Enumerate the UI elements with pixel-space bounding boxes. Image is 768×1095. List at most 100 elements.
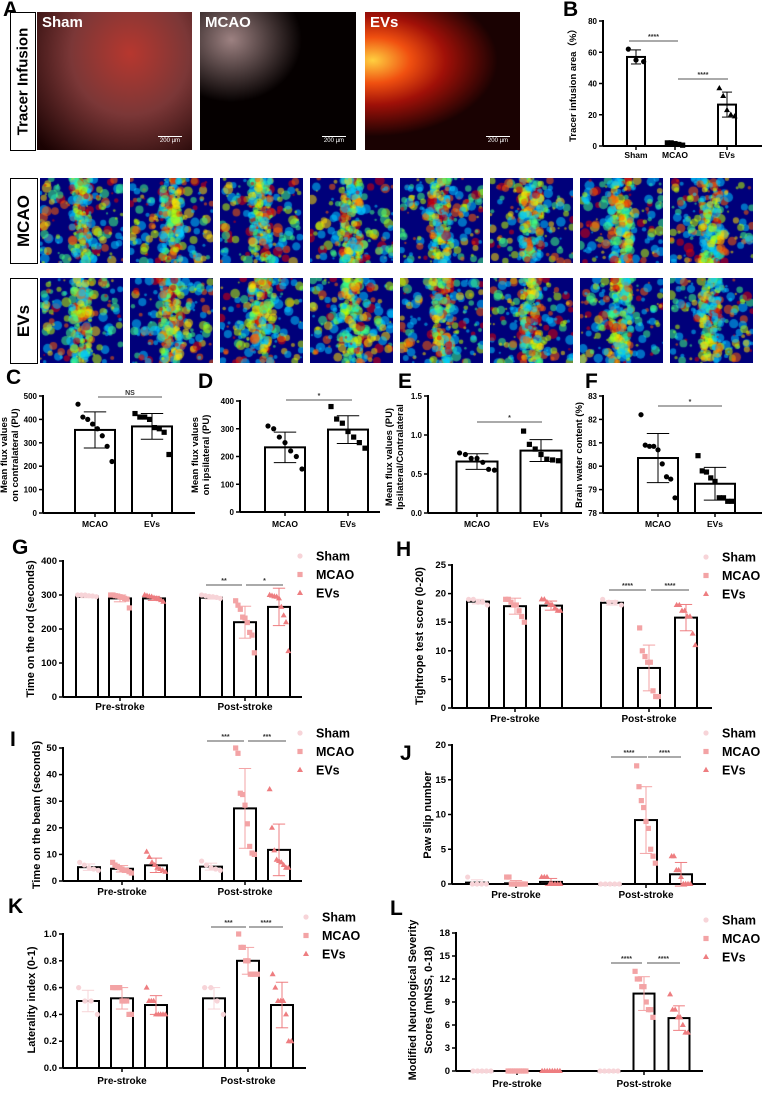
y-axis-label: Mean flux values bbox=[0, 417, 10, 493]
legend-label-mcao: MCAO bbox=[722, 569, 760, 583]
x-tick-label: Post-stroke bbox=[220, 1076, 275, 1087]
y-tick-label: 18 bbox=[439, 928, 450, 939]
data-point bbox=[720, 495, 727, 501]
y-tick-label: 0 bbox=[441, 879, 446, 890]
significance-label: **** bbox=[622, 583, 633, 590]
data-point bbox=[356, 440, 362, 446]
data-point bbox=[526, 441, 532, 447]
y-tick-label: 0 bbox=[445, 1066, 450, 1077]
significance-label: * bbox=[689, 399, 692, 406]
data-point bbox=[610, 1068, 617, 1074]
data-point bbox=[521, 619, 527, 625]
y-tick-label: 200 bbox=[221, 453, 235, 462]
data-point bbox=[328, 403, 334, 410]
x-tick-label: MCAO bbox=[645, 519, 671, 529]
legend-marker bbox=[297, 748, 303, 755]
data-point bbox=[687, 880, 694, 886]
panel-letter-c: C bbox=[6, 366, 22, 389]
bar bbox=[466, 600, 490, 709]
row-label-evs: EVs bbox=[10, 278, 38, 364]
x-tick-label: Pre-stroke bbox=[490, 714, 540, 725]
y-tick-label: 0.2 bbox=[44, 1036, 57, 1047]
legend-marker bbox=[297, 589, 303, 595]
significance-label: **** bbox=[261, 920, 272, 927]
data-point bbox=[552, 604, 559, 610]
y-tick-label: 100 bbox=[24, 486, 38, 495]
legend-label-mcao: MCAO bbox=[322, 929, 360, 943]
data-point bbox=[523, 1068, 529, 1074]
data-point bbox=[146, 416, 153, 422]
y-axis-label: Modified Neurological Severity bbox=[407, 919, 419, 1081]
data-point bbox=[513, 602, 519, 608]
data-point bbox=[466, 596, 472, 602]
bar bbox=[539, 604, 563, 709]
data-point bbox=[480, 459, 486, 465]
y-axis-label: Ipsilateral/Contralateral bbox=[395, 404, 406, 510]
data-point bbox=[271, 426, 277, 432]
x-tick-label: Sham bbox=[624, 150, 648, 160]
data-point bbox=[505, 596, 511, 602]
speckle-image-evs-6 bbox=[490, 278, 573, 363]
data-point bbox=[235, 602, 241, 608]
data-point bbox=[166, 451, 172, 458]
data-point bbox=[616, 881, 622, 887]
speckle-image-evs-2 bbox=[130, 278, 213, 363]
data-point bbox=[124, 998, 130, 1004]
legend-label-mcao: MCAO bbox=[722, 745, 760, 759]
y-axis-label: Time on the beam (seconds) bbox=[31, 740, 43, 889]
data-point bbox=[638, 798, 644, 804]
y-tick-label: 0 bbox=[593, 142, 598, 151]
y-tick-label: 3 bbox=[445, 1043, 450, 1054]
data-point bbox=[612, 881, 618, 887]
data-point bbox=[462, 451, 468, 458]
data-point bbox=[278, 859, 285, 865]
data-point bbox=[679, 1021, 686, 1027]
data-point bbox=[642, 653, 648, 660]
data-point bbox=[278, 603, 285, 609]
data-point bbox=[137, 414, 143, 420]
x-tick-label: Pre-stroke bbox=[492, 1079, 542, 1090]
data-point bbox=[639, 648, 645, 654]
y-axis-label: Brain water content (%) bbox=[574, 402, 585, 508]
y-tick-label: 0 bbox=[441, 703, 446, 714]
legend-marker bbox=[297, 730, 303, 736]
y-axis-label: Tightrope test score (0-20) bbox=[414, 567, 426, 705]
x-tick-label: MCAO bbox=[464, 519, 490, 529]
speckle-image-evs-4 bbox=[310, 278, 393, 363]
data-point bbox=[643, 999, 649, 1005]
x-tick-label: EVs bbox=[707, 519, 723, 529]
y-tick-label: 300 bbox=[24, 439, 38, 448]
data-point bbox=[268, 824, 275, 830]
data-point bbox=[550, 457, 556, 463]
speckle-image-mcao-8 bbox=[670, 178, 753, 263]
panel-letter-b: B bbox=[563, 0, 579, 21]
data-point bbox=[680, 142, 686, 148]
data-point bbox=[606, 1068, 612, 1074]
data-point bbox=[642, 442, 648, 448]
legend-label-sham: Sham bbox=[722, 914, 756, 928]
data-point bbox=[641, 59, 647, 65]
speckle-image-mcao-2 bbox=[130, 178, 213, 263]
data-point bbox=[280, 612, 287, 618]
data-point bbox=[203, 862, 209, 868]
legend-label-evs: EVs bbox=[722, 951, 746, 965]
y-tick-label: 81 bbox=[588, 439, 597, 448]
data-point bbox=[217, 595, 223, 602]
scale-bar: 200 µm bbox=[486, 136, 510, 144]
data-point bbox=[729, 498, 735, 504]
panel-letter-h: H bbox=[396, 538, 412, 561]
legend-label-sham: Sham bbox=[316, 727, 350, 741]
fluorescence-image-mcao: MCAO 200 µm bbox=[200, 12, 356, 150]
legend-marker bbox=[703, 590, 709, 596]
x-tick-label: Post-stroke bbox=[618, 890, 673, 901]
bar bbox=[236, 959, 260, 1069]
panel-letter-e: E bbox=[398, 370, 413, 393]
chart-panel-d: 0 100 200 300 400 Mean flux values on ipsilate… bbox=[190, 393, 380, 529]
row-label-mcao: MCAO bbox=[10, 178, 38, 264]
y-tick-label: 500 bbox=[24, 392, 38, 401]
data-point bbox=[668, 476, 674, 482]
data-point bbox=[299, 466, 305, 472]
chart-panel-h: 0 5 10 15 20 25 Tightrope test score (0-20) Pre… bbox=[414, 551, 760, 726]
data-point bbox=[78, 592, 84, 598]
speckle-image-evs-3 bbox=[220, 278, 303, 363]
